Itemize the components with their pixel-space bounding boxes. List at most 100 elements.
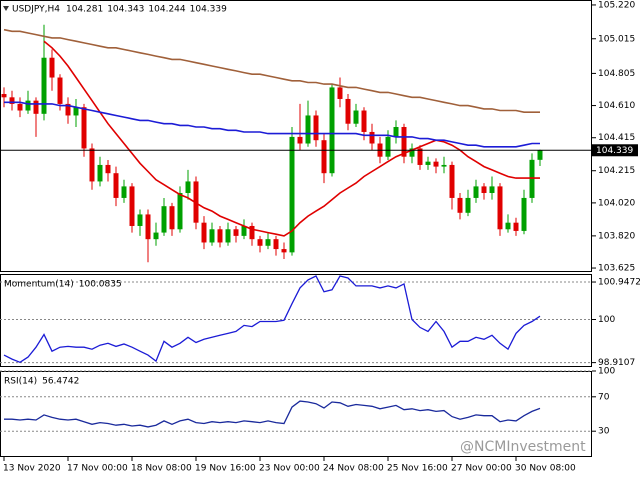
candle-body — [209, 229, 215, 243]
candle-body — [401, 127, 407, 157]
y-tick-label: 104.415 — [598, 133, 635, 143]
candle-body — [281, 249, 287, 253]
candle-body — [1, 94, 7, 98]
x-tick-label: 13 Nov 2020 — [3, 464, 61, 474]
candle-body — [57, 77, 63, 104]
candle-body — [497, 186, 503, 230]
y-tick-label: 100.9472 — [598, 278, 640, 288]
candle-body — [473, 186, 479, 198]
candle-body — [73, 107, 79, 116]
x-tick-label: 30 Nov 08:00 — [515, 464, 576, 474]
candle-body — [425, 161, 431, 165]
candle-body — [49, 57, 55, 78]
chart-title: USDJPY,H4 — [12, 5, 60, 15]
candle-body — [321, 140, 327, 174]
ohlc-open: 104.281 — [66, 5, 103, 15]
x-tick-label: 24 Nov 08:00 — [323, 464, 384, 474]
watermark: @NCMInvestment — [460, 439, 586, 455]
candle-body — [441, 164, 447, 167]
panel-border — [0, 0, 592, 272]
candle-body — [369, 131, 375, 144]
last-price-label: 104.339 — [596, 146, 633, 156]
candle-body — [329, 87, 335, 174]
candle-body — [289, 136, 295, 253]
ohlc-low: 104.244 — [148, 5, 185, 15]
x-tick-label: 23 Nov 00:00 — [259, 464, 320, 474]
candle-body — [537, 150, 543, 160]
candle-body — [393, 127, 399, 137]
y-tick-label: 103.820 — [598, 231, 635, 241]
candle-body — [105, 164, 111, 174]
panel-border — [0, 274, 592, 367]
candle-body — [297, 136, 303, 144]
candle-body — [137, 214, 143, 226]
x-tick-label: 27 Nov 00:00 — [451, 464, 512, 474]
candle-body — [25, 100, 31, 111]
candle-body — [417, 148, 423, 165]
y-tick-label: 98.9107 — [598, 358, 635, 368]
ohlc-close: 104.339 — [190, 5, 227, 15]
candle-body — [257, 239, 263, 246]
x-tick-label: 18 Nov 08:00 — [131, 464, 192, 474]
candle-body — [97, 164, 103, 182]
candle-body — [385, 136, 391, 157]
candle-body — [305, 115, 311, 144]
candle-body — [457, 197, 463, 213]
indicator-line — [4, 400, 541, 428]
indicator-value: 100.0835 — [79, 280, 122, 290]
candle-body — [233, 229, 239, 236]
candle-body — [81, 107, 87, 149]
indicator-value: 56.4742 — [42, 377, 79, 387]
candle-body — [449, 164, 455, 198]
candle-body — [465, 197, 471, 213]
x-tick-label: 19 Nov 16:00 — [195, 464, 256, 474]
ohlc-high: 104.343 — [107, 5, 144, 15]
y-tick-label: 100 — [598, 315, 615, 325]
candle-body — [33, 100, 39, 114]
moving-average — [43, 40, 540, 237]
candle-body — [513, 222, 519, 231]
candle-body — [505, 222, 511, 230]
candle-body — [265, 239, 271, 246]
y-tick-label: 70 — [598, 392, 610, 402]
candle-body — [121, 186, 127, 198]
menu-arrow — [3, 6, 9, 11]
y-tick-label: 104.215 — [598, 166, 635, 176]
candle-body — [481, 186, 487, 193]
candle-body — [337, 87, 343, 99]
candle-body — [241, 225, 247, 236]
candle-body — [313, 115, 319, 141]
y-tick-label: 100 — [598, 367, 615, 377]
x-tick-label: 17 Nov 00:00 — [67, 464, 128, 474]
candle-body — [153, 232, 159, 240]
candle-body — [185, 181, 191, 193]
x-tick-label: 25 Nov 16:00 — [387, 464, 448, 474]
y-tick-label: 104.610 — [598, 101, 635, 111]
candle-body — [169, 206, 175, 230]
candle-body — [361, 110, 367, 132]
y-tick-label: 105.015 — [598, 34, 635, 44]
indicator-line — [3, 275, 541, 364]
indicator-title: Momentum(14) — [4, 280, 74, 290]
y-tick-label: 105.220 — [598, 0, 635, 10]
candle-body — [249, 225, 255, 240]
candle-body — [65, 103, 71, 116]
y-tick-label: 104.805 — [598, 69, 635, 79]
candle-body — [145, 214, 151, 240]
candle-body — [225, 229, 231, 243]
candle-body — [433, 161, 439, 167]
candle-body — [177, 192, 183, 230]
y-tick-label: 104.020 — [598, 198, 635, 208]
candle-body — [489, 186, 495, 193]
candle-body — [41, 57, 47, 114]
y-tick-label: 30 — [598, 427, 610, 437]
candle-body — [409, 148, 415, 157]
candle-body — [353, 110, 359, 124]
candle-body — [521, 197, 527, 231]
last-price-box — [592, 144, 638, 157]
moving-average — [4, 101, 540, 148]
y-tick-label: 103.625 — [598, 264, 635, 274]
moving-average — [3, 28, 540, 113]
